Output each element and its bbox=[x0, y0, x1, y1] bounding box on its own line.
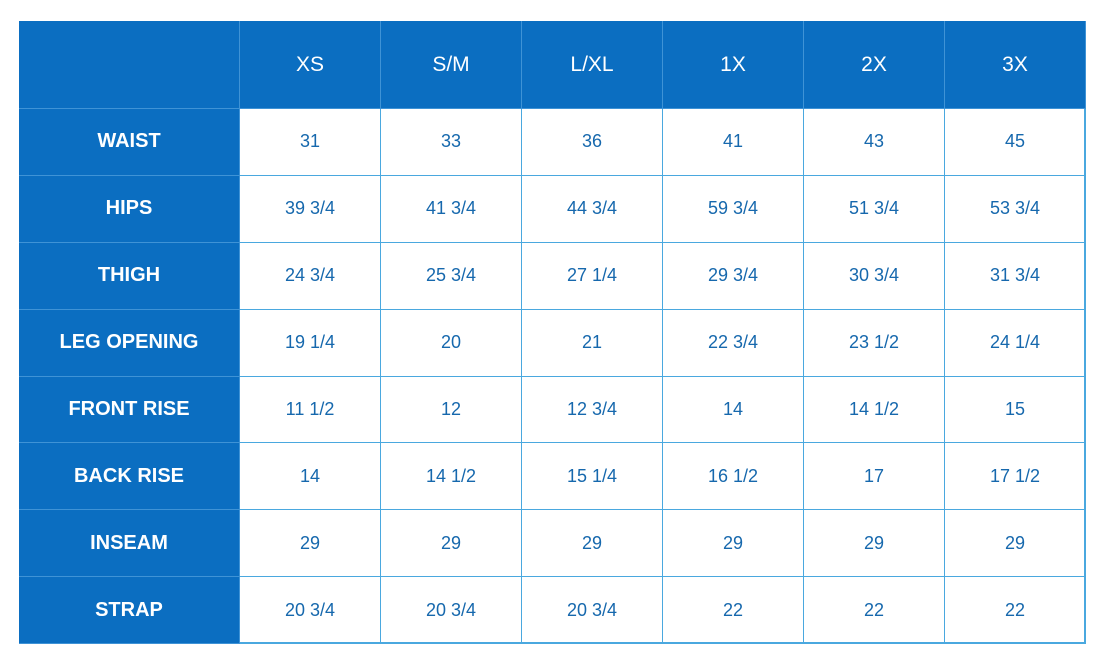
table-cell: 17 1/2 bbox=[945, 443, 1086, 511]
table-cell: 24 1/4 bbox=[945, 309, 1086, 377]
corner-cell bbox=[19, 21, 240, 109]
table-cell: 39 3/4 bbox=[240, 175, 381, 243]
table-cell: 22 bbox=[804, 577, 945, 644]
table-cell: 20 3/4 bbox=[240, 577, 381, 644]
table-cell: 43 bbox=[804, 109, 945, 176]
table-cell: 59 3/4 bbox=[663, 175, 804, 243]
column-header: XS bbox=[240, 21, 381, 109]
table-cell: 29 bbox=[381, 510, 522, 578]
table-cell: 14 bbox=[240, 443, 381, 511]
table-cell: 15 1/4 bbox=[522, 443, 663, 511]
table-cell: 12 bbox=[381, 376, 522, 444]
table-cell: 45 bbox=[945, 109, 1086, 176]
table-cell: 16 1/2 bbox=[663, 443, 804, 511]
table-cell: 41 3/4 bbox=[381, 175, 522, 243]
table-cell: 36 bbox=[522, 109, 663, 176]
table-cell: 24 3/4 bbox=[240, 242, 381, 310]
table-cell: 29 3/4 bbox=[663, 242, 804, 310]
size-table: XS S/M L/XL 1X 2X 3X WAIST 31 33 36 41 43 45 HIPS 39 3… bbox=[19, 21, 1086, 644]
column-header: 1X bbox=[663, 21, 804, 109]
table-cell: 20 3/4 bbox=[522, 577, 663, 644]
column-header: L/XL bbox=[522, 21, 663, 109]
row-label: INSEAM bbox=[19, 510, 240, 578]
table-cell: 14 1/2 bbox=[381, 443, 522, 511]
table-cell: 31 bbox=[240, 109, 381, 176]
table-cell: 29 bbox=[663, 510, 804, 578]
column-header: 3X bbox=[945, 21, 1086, 109]
table-cell: 22 bbox=[945, 577, 1086, 644]
row-label: FRONT RISE bbox=[19, 376, 240, 444]
table-cell: 41 bbox=[663, 109, 804, 176]
table-cell: 22 3/4 bbox=[663, 309, 804, 377]
table-cell: 44 3/4 bbox=[522, 175, 663, 243]
column-header: S/M bbox=[381, 21, 522, 109]
table-cell: 51 3/4 bbox=[804, 175, 945, 243]
row-label: STRAP bbox=[19, 577, 240, 644]
table-cell: 31 3/4 bbox=[945, 242, 1086, 310]
table-cell: 14 1/2 bbox=[804, 376, 945, 444]
table-cell: 23 1/2 bbox=[804, 309, 945, 377]
table-cell: 29 bbox=[945, 510, 1086, 578]
row-label: THIGH bbox=[19, 242, 240, 310]
table-cell: 29 bbox=[522, 510, 663, 578]
table-cell: 17 bbox=[804, 443, 945, 511]
table-cell: 20 3/4 bbox=[381, 577, 522, 644]
table-cell: 14 bbox=[663, 376, 804, 444]
column-header: 2X bbox=[804, 21, 945, 109]
table-cell: 29 bbox=[804, 510, 945, 578]
table-cell: 21 bbox=[522, 309, 663, 377]
table-cell: 25 3/4 bbox=[381, 242, 522, 310]
table-cell: 22 bbox=[663, 577, 804, 644]
table-cell: 19 1/4 bbox=[240, 309, 381, 377]
row-label: LEG OPENING bbox=[19, 309, 240, 377]
table-cell: 11 1/2 bbox=[240, 376, 381, 444]
table-cell: 30 3/4 bbox=[804, 242, 945, 310]
table-cell: 15 bbox=[945, 376, 1086, 444]
table-cell: 20 bbox=[381, 309, 522, 377]
table-cell: 27 1/4 bbox=[522, 242, 663, 310]
table-cell: 33 bbox=[381, 109, 522, 176]
row-label: WAIST bbox=[19, 109, 240, 176]
row-label: HIPS bbox=[19, 175, 240, 243]
table-cell: 12 3/4 bbox=[522, 376, 663, 444]
table-cell: 53 3/4 bbox=[945, 175, 1086, 243]
row-label: BACK RISE bbox=[19, 443, 240, 511]
table-cell: 29 bbox=[240, 510, 381, 578]
